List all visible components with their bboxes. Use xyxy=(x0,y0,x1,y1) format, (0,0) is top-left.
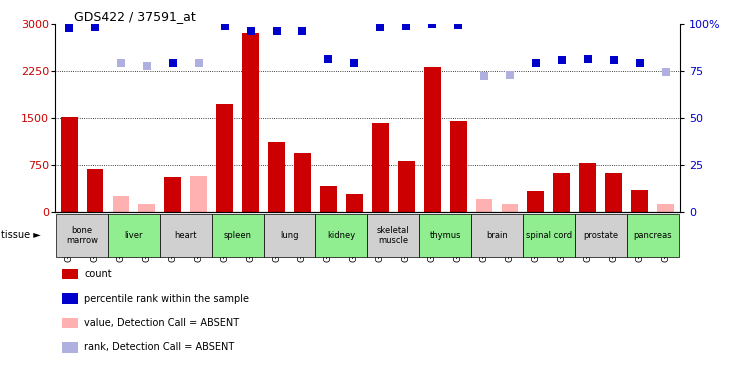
Point xyxy=(659,69,671,75)
Point xyxy=(270,28,282,34)
Point xyxy=(115,60,126,66)
Point xyxy=(64,24,75,30)
Point xyxy=(452,22,464,28)
Point xyxy=(193,60,205,66)
Point xyxy=(245,28,257,34)
Bar xyxy=(476,200,493,212)
Text: brain: brain xyxy=(486,231,508,240)
Bar xyxy=(346,194,363,212)
Text: skeletal
muscle: skeletal muscle xyxy=(377,226,409,245)
Bar xyxy=(242,33,259,212)
Text: pancreas: pancreas xyxy=(633,231,672,240)
Point xyxy=(556,57,568,63)
Bar xyxy=(294,153,311,212)
Text: kidney: kidney xyxy=(327,231,355,240)
Point xyxy=(426,21,438,27)
Text: prostate: prostate xyxy=(583,231,618,240)
Bar xyxy=(320,186,337,212)
Point xyxy=(608,57,620,63)
Text: liver: liver xyxy=(125,231,143,240)
Point xyxy=(219,22,230,28)
Bar xyxy=(61,117,77,212)
Point xyxy=(582,56,594,62)
Point xyxy=(401,23,412,29)
Text: spleen: spleen xyxy=(224,231,251,240)
Bar xyxy=(657,204,674,212)
Point xyxy=(297,28,308,34)
Text: GDS422 / 37591_at: GDS422 / 37591_at xyxy=(74,10,195,23)
Bar xyxy=(605,172,622,212)
Point xyxy=(167,60,178,66)
Text: spinal cord: spinal cord xyxy=(526,231,572,240)
Point xyxy=(89,24,101,30)
Bar xyxy=(450,121,466,212)
Bar xyxy=(86,170,104,212)
Bar xyxy=(631,190,648,212)
Point xyxy=(478,73,490,79)
Bar xyxy=(501,204,518,212)
Text: percentile rank within the sample: percentile rank within the sample xyxy=(84,294,249,303)
Bar xyxy=(113,196,129,212)
Point xyxy=(322,56,334,62)
Bar xyxy=(424,67,441,212)
Text: value, Detection Call = ABSENT: value, Detection Call = ABSENT xyxy=(84,318,239,328)
Bar xyxy=(553,173,570,212)
Bar xyxy=(372,123,389,212)
Bar xyxy=(528,191,545,212)
Point xyxy=(530,60,542,66)
Bar xyxy=(268,142,285,212)
Point xyxy=(504,72,516,78)
Text: lung: lung xyxy=(280,231,299,240)
Text: count: count xyxy=(84,269,112,279)
Point xyxy=(141,63,153,69)
Bar xyxy=(580,162,596,212)
Point xyxy=(349,60,360,66)
Text: thymus: thymus xyxy=(429,231,461,240)
Bar xyxy=(398,160,414,212)
Bar xyxy=(164,177,181,212)
Point xyxy=(374,24,386,30)
Point xyxy=(634,60,645,66)
Text: tissue ►: tissue ► xyxy=(1,230,41,240)
Text: heart: heart xyxy=(175,231,197,240)
Bar xyxy=(216,104,233,212)
Bar xyxy=(190,176,207,212)
Bar xyxy=(138,204,155,212)
Text: rank, Detection Call = ABSENT: rank, Detection Call = ABSENT xyxy=(84,342,235,352)
Text: bone
marrow: bone marrow xyxy=(66,226,98,245)
